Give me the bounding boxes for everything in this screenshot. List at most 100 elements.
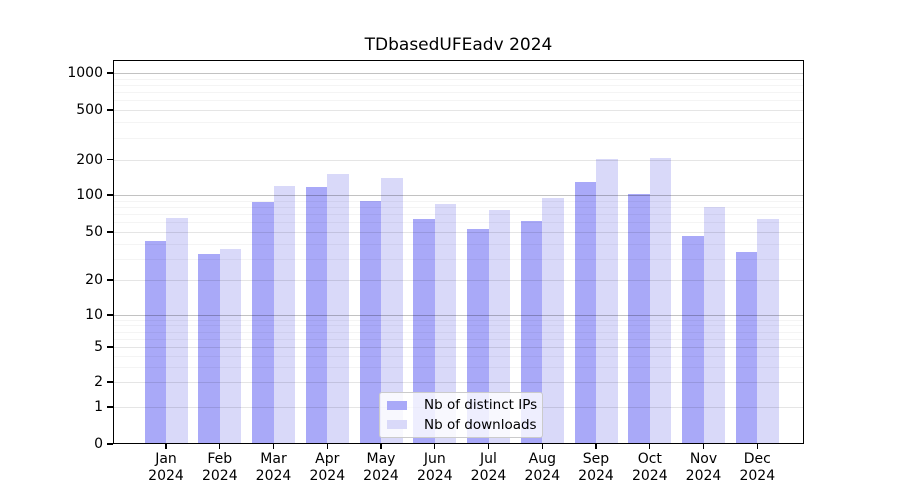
gridline-minor [113, 214, 804, 215]
x-tick-label-aug: Aug 2024 [510, 451, 574, 484]
bar-distinct-ips-feb [198, 253, 220, 444]
gridline-minor [113, 92, 804, 93]
y-tick-label-100: 100 [76, 187, 103, 203]
bar-distinct-ips-jun [413, 218, 435, 444]
legend-item-downloads: Nb of downloads [386, 416, 537, 434]
x-tick-year: 2024 [255, 467, 292, 484]
x-tick-year: 2024 [309, 467, 346, 484]
y-tick-label-1000: 1000 [67, 65, 103, 81]
y-tick-200 [107, 158, 113, 161]
bar-downloads-mar [273, 185, 295, 444]
y-tick-label-0: 0 [94, 436, 103, 452]
gridline-minor [113, 122, 804, 124]
x-tick-year: 2024 [470, 467, 507, 484]
y-tick-label-50: 50 [85, 224, 103, 240]
x-tick-year: 2024 [524, 467, 561, 484]
bar-distinct-ips-oct [628, 194, 650, 444]
gridline-minor [113, 200, 804, 202]
gridline-minor [113, 84, 804, 86]
bar-downloads-nov [703, 206, 725, 444]
bar-downloads-aug [542, 197, 564, 444]
x-tick-dec [756, 444, 758, 449]
x-tick-year: 2024 [578, 467, 614, 484]
y-tick-label-200: 200 [76, 151, 103, 168]
bar-downloads-dec [757, 218, 779, 444]
x-tick-feb [219, 444, 221, 449]
bar-distinct-ips-mar [252, 201, 274, 444]
bar-distinct-ips-jul [467, 228, 489, 444]
x-tick-year: 2024 [416, 467, 453, 484]
gridline-10 [113, 315, 804, 316]
bar-distinct-ips-aug [520, 220, 543, 444]
x-tick-year: 2024 [363, 467, 399, 484]
x-tick-may [380, 444, 382, 449]
gridline-minor [113, 222, 804, 224]
y-tick-label-20: 20 [85, 272, 103, 288]
y-tick-20 [107, 279, 113, 281]
x-tick-year: 2024 [685, 467, 722, 484]
y-tick-2 [107, 381, 113, 383]
x-tick-year: 2024 [631, 467, 668, 484]
y-tick-50 [107, 231, 113, 233]
chart-title: TDbasedUFEadv 2024 [364, 35, 553, 55]
x-tick-jan [165, 444, 167, 449]
x-tick-oct [649, 444, 651, 449]
x-tick-month: Jan [155, 451, 177, 467]
x-tick-mar [272, 444, 275, 449]
legend-swatch-distinct-ips [387, 400, 407, 410]
gridline-minor [113, 78, 804, 80]
gridline-minor [113, 325, 804, 327]
x-tick-label-mar: Mar 2024 [242, 451, 306, 484]
y-tick-500 [107, 109, 113, 111]
x-tick-year: 2024 [739, 467, 776, 484]
x-tick-aug [541, 444, 543, 449]
gridline-minor [113, 355, 804, 357]
x-tick-label-may: May 2024 [349, 451, 413, 484]
x-tick-sep [595, 444, 597, 449]
bar-downloads-jul [488, 210, 510, 444]
x-tick-apr [326, 444, 328, 449]
x-tick-month: May [366, 451, 396, 467]
x-tick-month: Aug [528, 451, 556, 467]
bar-distinct-ips-apr [305, 187, 328, 444]
x-tick-month: Feb [207, 451, 233, 467]
x-tick-month: Jun [423, 451, 446, 467]
x-tick-month: Nov [689, 451, 718, 467]
x-tick-jul [487, 444, 490, 449]
gridline-200 [113, 159, 804, 161]
legend-label-distinct-ips: Nb of distinct IPs [424, 397, 538, 414]
x-tick-label-sep: Sep 2024 [564, 451, 628, 484]
gridline-1000 [113, 73, 804, 74]
x-tick-nov [702, 444, 705, 449]
legend-item-distinct-ips: Nb of distinct IPs [386, 397, 538, 414]
bar-distinct-ips-dec [735, 252, 758, 444]
legend-label-downloads: Nb of downloads [424, 416, 537, 433]
bar-distinct-ips-may [359, 200, 381, 444]
y-tick-10 [107, 314, 113, 316]
legend-swatch-downloads [387, 420, 407, 430]
x-tick-label-jan: Jan 2024 [134, 451, 198, 484]
bar-downloads-jun [434, 204, 457, 444]
gridline-2 [113, 382, 804, 383]
x-tick-label-jun: Jun 2024 [403, 451, 467, 484]
bar-downloads-feb [219, 249, 242, 444]
y-tick-label-5: 5 [94, 339, 103, 355]
gridline-minor [113, 206, 804, 208]
bar-downloads-may [381, 177, 403, 444]
gridline-100 [113, 195, 804, 196]
x-tick-month: Oct [637, 451, 662, 467]
bar-downloads-sep [596, 159, 618, 444]
y-tick-100 [107, 194, 113, 196]
bar-distinct-ips-jan [144, 241, 166, 444]
gridline-minor [113, 243, 804, 245]
x-tick-month: Jul [480, 451, 497, 467]
x-tick-label-feb: Feb 2024 [188, 451, 252, 484]
x-tick-label-oct: Oct 2024 [618, 451, 682, 484]
gridline-minor [113, 137, 804, 139]
y-tick-1 [107, 406, 113, 408]
legend: Nb of distinct IPs Nb of downloads [379, 392, 543, 438]
gridline-minor [113, 319, 804, 321]
bar-downloads-apr [327, 173, 349, 444]
x-tick-month: Dec [743, 451, 771, 467]
x-tick-label-jul: Jul 2024 [457, 451, 521, 484]
